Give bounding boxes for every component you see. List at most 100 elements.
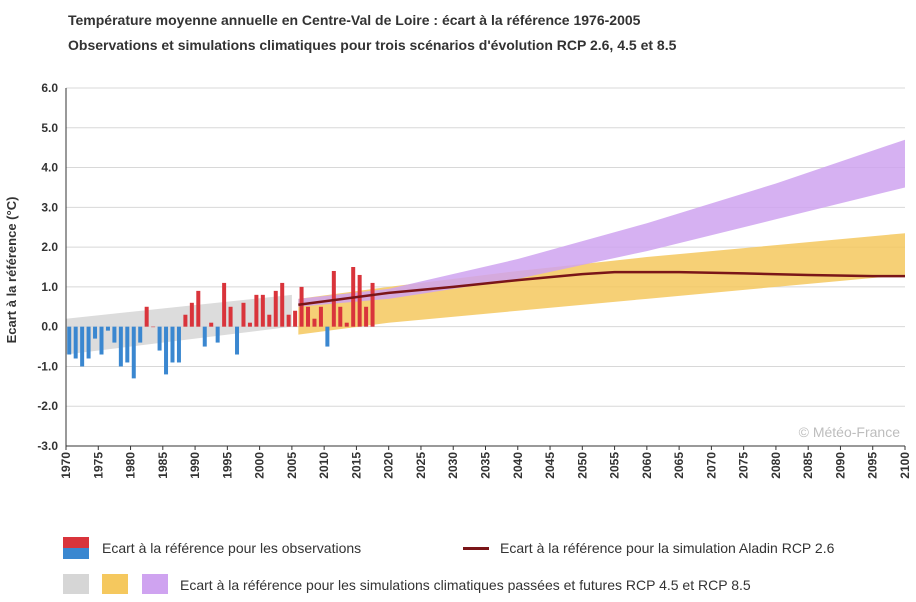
x-tick-label: 2075 — [737, 452, 751, 479]
y-tick-labels: 6.0 5.0 4.0 3.0 2.0 1.0 0.0 -1.0 -2.0 -3.0 — [37, 81, 58, 453]
observation-bar — [67, 326, 72, 355]
y-tick-label: 3.0 — [41, 200, 58, 214]
y-tick-label: -1.0 — [37, 359, 58, 373]
watermark: © Météo-France — [799, 424, 901, 440]
observation-bar — [293, 310, 298, 327]
legend-swatch-rcp45 — [102, 574, 128, 594]
observation-bar — [215, 326, 220, 343]
observation-bar — [151, 326, 156, 328]
observation-bar — [306, 306, 311, 327]
observation-bar — [170, 326, 175, 363]
observation-bar — [99, 326, 104, 355]
x-tick-label: 1970 — [59, 452, 73, 479]
x-tick-label: 2025 — [414, 452, 428, 479]
band-rcp45 — [298, 233, 905, 335]
observation-bar — [105, 326, 110, 331]
legend-swatch-grey — [63, 574, 89, 594]
y-tick-label: 4.0 — [41, 161, 58, 175]
legend-aladin-label: Ecart à la référence pour la simulation … — [500, 540, 835, 556]
observation-bar — [93, 326, 98, 339]
x-tick-label: 2005 — [285, 452, 299, 479]
observation-bar — [357, 274, 362, 327]
observation-bar — [202, 326, 207, 347]
observation-bar — [312, 318, 317, 327]
observation-bar — [235, 326, 240, 355]
observation-bar — [144, 306, 149, 327]
observation-bar — [318, 306, 323, 327]
observation-bar — [370, 282, 375, 327]
y-tick-label: -3.0 — [37, 439, 58, 453]
observation-bar — [138, 326, 143, 343]
x-tick-labels: 1970 1975 1980 1985 1990 1995 2000 2005 2010 2015… — [59, 446, 912, 479]
observation-bar — [286, 314, 291, 327]
x-tick-label: 2080 — [769, 452, 783, 479]
aladin-line-group — [298, 270, 905, 307]
observation-bar — [209, 322, 214, 327]
x-tick-label: 2015 — [349, 452, 363, 479]
observation-bar — [254, 294, 259, 327]
observation-bar — [331, 270, 336, 327]
y-tick-label: 0.0 — [41, 320, 58, 334]
observation-bar — [273, 290, 278, 327]
observation-bar — [125, 326, 130, 363]
legend-swatch-aladin-line — [463, 547, 489, 550]
x-tick-label: 2070 — [704, 452, 718, 479]
x-tick-label: 1975 — [91, 452, 105, 479]
y-tick-label: 6.0 — [41, 81, 58, 95]
x-tick-label: 1990 — [188, 452, 202, 479]
observation-bar — [344, 322, 349, 327]
observation-bar — [112, 326, 117, 343]
observation-bar — [247, 322, 252, 327]
legend-observations-label: Ecart à la référence pour les observatio… — [102, 540, 362, 556]
x-tick-label: 1980 — [124, 452, 138, 479]
observation-bar — [325, 326, 330, 347]
x-tick-label: 2000 — [253, 452, 267, 479]
observation-bar — [73, 326, 78, 359]
observation-bar — [80, 326, 85, 367]
x-tick-label: 2090 — [833, 452, 847, 479]
observation-bar — [222, 282, 227, 327]
observation-bar — [157, 326, 162, 351]
legend-swatch-positive — [63, 537, 89, 548]
observation-bar — [228, 306, 233, 327]
x-tick-label: 2050 — [575, 452, 589, 479]
x-tick-label: 2010 — [317, 452, 331, 479]
x-tick-label: 2035 — [479, 452, 493, 479]
observation-bar — [183, 314, 188, 327]
observation-bar — [118, 326, 123, 367]
observation-bar — [189, 302, 194, 327]
x-tick-label: 2060 — [640, 452, 654, 479]
y-tick-label: 2.0 — [41, 240, 58, 254]
x-tick-label: 2095 — [866, 452, 880, 479]
observation-bar — [364, 306, 369, 327]
observation-bar — [241, 302, 246, 327]
observation-bar — [196, 290, 201, 327]
x-tick-label: 2085 — [801, 452, 815, 479]
y-axis-label: Ecart à la référence (°C) — [4, 197, 19, 344]
x-tick-label: 2100 — [898, 452, 912, 479]
aladin-line — [298, 270, 905, 307]
y-tick-label: 5.0 — [41, 121, 58, 135]
legend-swatch-rcp85 — [142, 574, 168, 594]
observation-bar — [164, 326, 169, 375]
observation-bar — [280, 282, 285, 327]
observation-bar — [260, 294, 265, 327]
x-tick-label: 2055 — [608, 452, 622, 479]
x-tick-label: 2030 — [446, 452, 460, 479]
x-tick-label: 2045 — [543, 452, 557, 479]
legend-swatch-negative — [63, 548, 89, 559]
x-tick-label: 2040 — [511, 452, 525, 479]
x-tick-label: 1985 — [156, 452, 170, 479]
chart-subtitle: Observations et simulations climatiques … — [68, 37, 677, 53]
x-tick-label: 1995 — [220, 452, 234, 479]
observation-bar — [338, 306, 343, 327]
y-tick-label: 1.0 — [41, 280, 58, 294]
observation-bar — [299, 286, 304, 327]
x-tick-label: 2065 — [672, 452, 686, 479]
legend-simulations-label: Ecart à la référence pour les simulation… — [180, 577, 751, 593]
y-tick-label: -2.0 — [37, 399, 58, 413]
observation-bar — [267, 314, 272, 327]
observation-bar — [131, 326, 136, 379]
observation-bar — [176, 326, 181, 363]
